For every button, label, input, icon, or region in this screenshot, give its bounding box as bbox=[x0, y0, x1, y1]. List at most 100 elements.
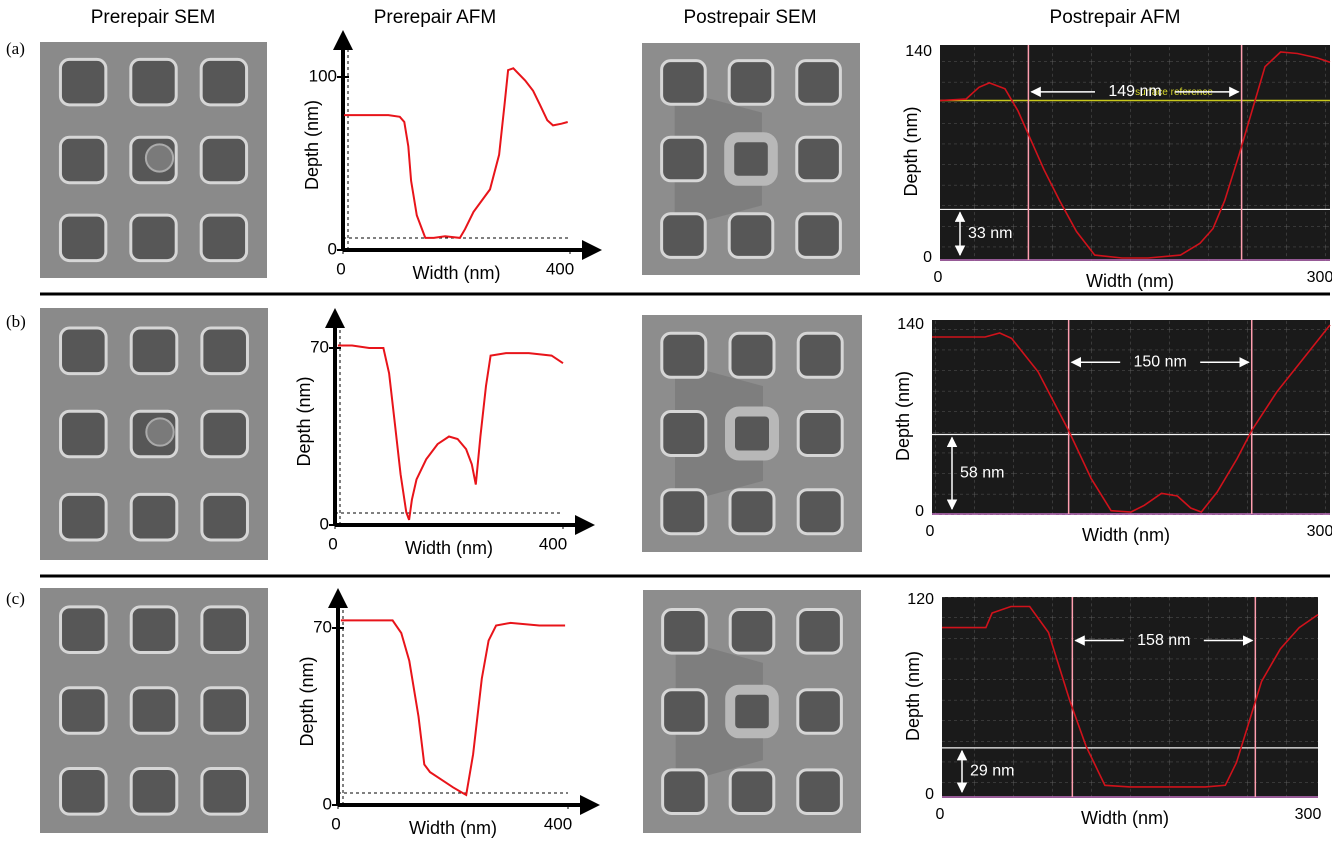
sem-image bbox=[40, 588, 268, 833]
plot-grid bbox=[940, 45, 1330, 261]
defect bbox=[144, 143, 175, 173]
sem-square bbox=[660, 212, 707, 259]
profile-line bbox=[340, 619, 566, 797]
sem-square bbox=[795, 135, 842, 183]
width-label: 158 nm bbox=[1137, 632, 1190, 649]
depth-label: 33 nm bbox=[968, 225, 1012, 242]
y-tick-label: 70 bbox=[313, 617, 332, 636]
y-tick-label: 100 bbox=[309, 66, 337, 85]
sem-square bbox=[199, 213, 249, 263]
column-title: Postrepair SEM bbox=[683, 7, 816, 28]
profile-line bbox=[942, 605, 1319, 788]
sem-square bbox=[660, 135, 707, 183]
y-tick-label: 70 bbox=[310, 337, 329, 356]
sem-square bbox=[129, 767, 179, 816]
y-tick-label: 0 bbox=[925, 786, 934, 803]
y-tick-label: 120 bbox=[907, 591, 934, 608]
sem-square bbox=[725, 684, 779, 739]
column-title: Prerepair SEM bbox=[91, 7, 216, 28]
sem-square bbox=[660, 59, 707, 106]
sem-square bbox=[725, 406, 779, 461]
y-axis-label: Depth (nm) bbox=[294, 376, 314, 466]
depth-label: 29 nm bbox=[970, 763, 1014, 780]
y-tick-label: 0 bbox=[323, 794, 332, 813]
x-axis-label: Width (nm) bbox=[412, 263, 500, 283]
x-tick-label: 0 bbox=[336, 259, 345, 278]
x-tick-label: 300 bbox=[1295, 806, 1322, 823]
x-axis-label: Width (nm) bbox=[1086, 271, 1174, 291]
profile-line bbox=[344, 67, 568, 239]
y-tick-label: 0 bbox=[320, 514, 329, 533]
sem-square bbox=[728, 331, 776, 379]
y-tick-label: 0 bbox=[328, 239, 337, 258]
sem-square bbox=[59, 409, 108, 459]
x-axis-label: Width (nm) bbox=[405, 538, 493, 558]
sem-square bbox=[661, 768, 708, 815]
sem-square bbox=[59, 605, 108, 654]
sem-image bbox=[643, 590, 861, 833]
width-label: 149 nm bbox=[1108, 83, 1161, 100]
depth-label: 58 nm bbox=[960, 464, 1004, 481]
x-axis-label: Width (nm) bbox=[409, 818, 497, 838]
sem-square bbox=[728, 488, 776, 536]
sem-square bbox=[59, 326, 108, 376]
sem-image bbox=[642, 315, 862, 552]
x-tick-label: 400 bbox=[544, 814, 572, 833]
sem-square bbox=[727, 59, 775, 106]
sem-square bbox=[129, 605, 179, 654]
y-axis-label: Depth (nm) bbox=[901, 106, 921, 196]
sem-square bbox=[199, 57, 249, 107]
sem-image bbox=[642, 43, 860, 275]
sem-square bbox=[129, 686, 179, 735]
y-tick-label: 0 bbox=[915, 503, 924, 520]
column-title: Postrepair AFM bbox=[1050, 7, 1181, 28]
panel-label: (a) bbox=[6, 39, 25, 58]
x-tick-label: 400 bbox=[546, 259, 574, 278]
y-axis-label: Depth (nm) bbox=[893, 371, 913, 461]
profile-line bbox=[939, 51, 1331, 259]
x-tick-label: 0 bbox=[328, 534, 337, 553]
defect bbox=[145, 417, 175, 447]
x-tick-label: 0 bbox=[936, 806, 945, 823]
sem-square bbox=[660, 410, 708, 457]
x-tick-label: 0 bbox=[331, 814, 340, 833]
sem-square bbox=[200, 409, 249, 459]
sem-square bbox=[796, 331, 844, 379]
profile-line bbox=[337, 344, 564, 521]
sem-square bbox=[200, 326, 249, 376]
sem-square bbox=[660, 331, 708, 379]
sem-square bbox=[129, 57, 178, 107]
profile-line bbox=[932, 324, 1331, 513]
sem-square bbox=[796, 608, 843, 655]
y-tick-label: 140 bbox=[897, 316, 924, 333]
sem-square bbox=[796, 688, 843, 735]
y-axis-label: Depth (nm) bbox=[297, 656, 317, 746]
sem-square bbox=[129, 492, 179, 542]
sem-square bbox=[727, 212, 775, 259]
panel-label: (b) bbox=[6, 312, 26, 331]
sem-square bbox=[796, 768, 843, 815]
sem-image bbox=[40, 42, 267, 278]
sem-image bbox=[40, 308, 268, 560]
sem-square bbox=[59, 767, 108, 816]
plot-grid bbox=[932, 320, 1330, 515]
sem-square bbox=[59, 686, 108, 735]
column-title: Prerepair AFM bbox=[374, 7, 496, 28]
sem-square bbox=[200, 767, 249, 816]
sem-square bbox=[58, 213, 108, 263]
y-axis-label: Depth (nm) bbox=[903, 651, 923, 741]
sem-square bbox=[200, 686, 249, 735]
sem-square bbox=[795, 212, 842, 259]
sem-square bbox=[199, 135, 249, 185]
sem-square bbox=[129, 213, 178, 263]
sem-square bbox=[796, 488, 844, 536]
y-axis-label: Depth (nm) bbox=[302, 100, 322, 190]
y-tick-label: 0 bbox=[923, 249, 932, 266]
sem-square bbox=[661, 608, 708, 655]
sem-square bbox=[795, 59, 842, 106]
sem-square bbox=[661, 688, 708, 735]
panel-label: (c) bbox=[6, 589, 25, 608]
x-tick-label: 400 bbox=[539, 534, 567, 553]
x-tick-label: 0 bbox=[926, 523, 935, 540]
